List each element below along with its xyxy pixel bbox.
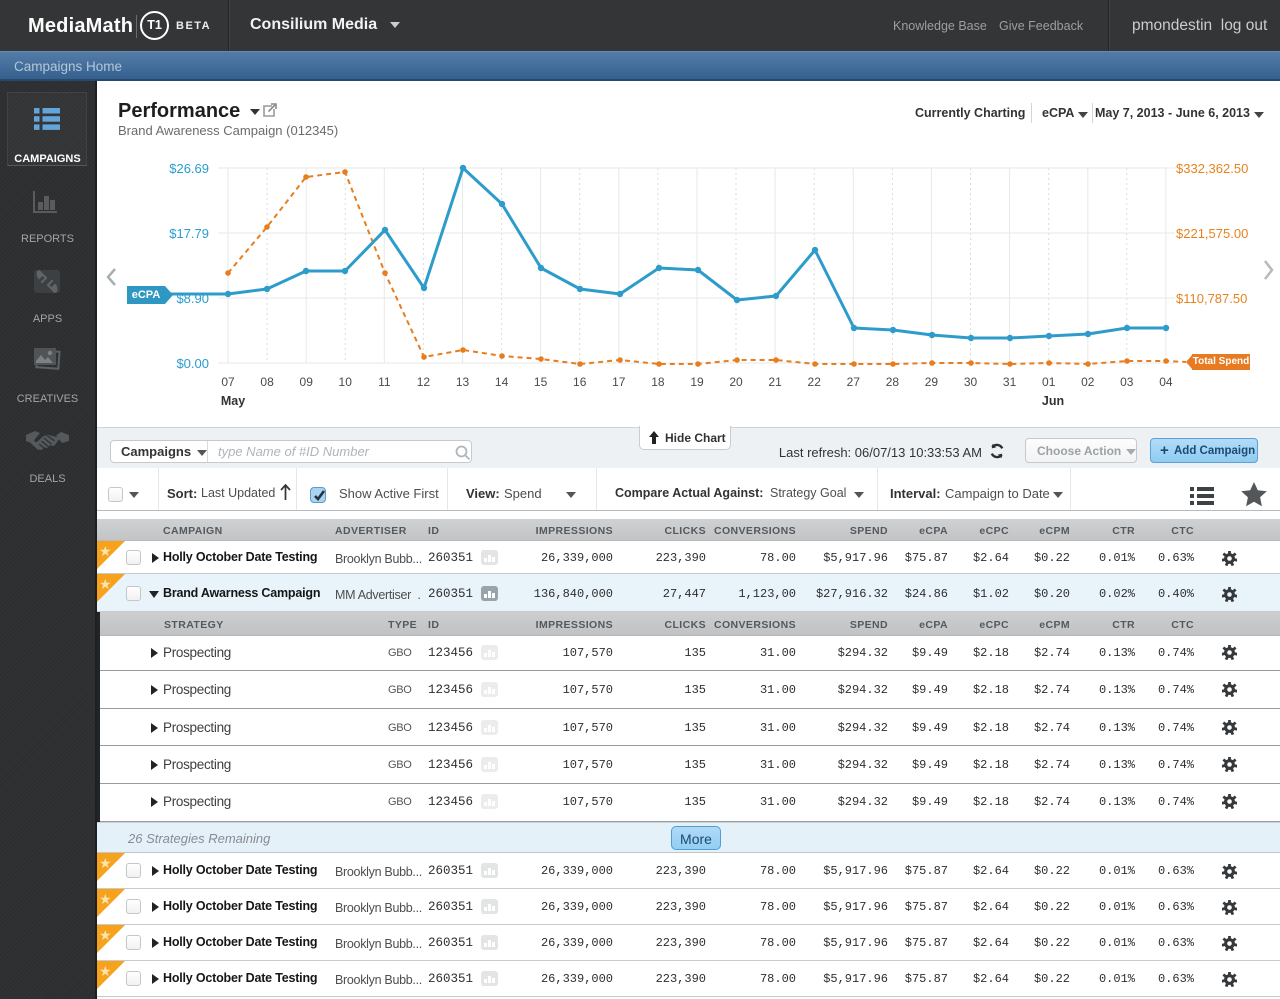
svg-text:14: 14 (495, 375, 509, 389)
svg-text:01: 01 (1042, 375, 1056, 389)
svg-text:30: 30 (964, 375, 978, 389)
svg-text:12: 12 (417, 375, 431, 389)
svg-text:07: 07 (221, 375, 235, 389)
svg-text:28: 28 (886, 375, 900, 389)
svg-text:$332,362.50: $332,362.50 (1176, 161, 1248, 176)
svg-text:May: May (221, 394, 245, 408)
svg-text:03: 03 (1120, 375, 1134, 389)
svg-text:09: 09 (300, 375, 314, 389)
svg-text:27: 27 (847, 375, 861, 389)
svg-text:02: 02 (1081, 375, 1095, 389)
svg-text:21: 21 (768, 375, 782, 389)
svg-text:31: 31 (1003, 375, 1017, 389)
svg-text:$110,787.50: $110,787.50 (1176, 291, 1247, 306)
svg-text:$26.69: $26.69 (169, 161, 209, 176)
svg-text:15: 15 (534, 375, 548, 389)
svg-text:08: 08 (260, 375, 274, 389)
svg-text:Jun: Jun (1042, 394, 1064, 408)
svg-text:$17.79: $17.79 (169, 226, 209, 241)
svg-text:10: 10 (339, 375, 353, 389)
svg-text:04: 04 (1159, 375, 1173, 389)
svg-text:$221,575.00: $221,575.00 (1176, 226, 1248, 241)
svg-text:20: 20 (729, 375, 743, 389)
svg-text:11: 11 (378, 375, 391, 389)
svg-text:18: 18 (651, 375, 665, 389)
svg-text:17: 17 (612, 375, 626, 389)
svg-text:22: 22 (808, 375, 822, 389)
svg-text:19: 19 (690, 375, 704, 389)
svg-text:$0.00: $0.00 (176, 356, 209, 371)
svg-text:29: 29 (925, 375, 939, 389)
svg-text:13: 13 (456, 375, 470, 389)
svg-text:16: 16 (573, 375, 587, 389)
